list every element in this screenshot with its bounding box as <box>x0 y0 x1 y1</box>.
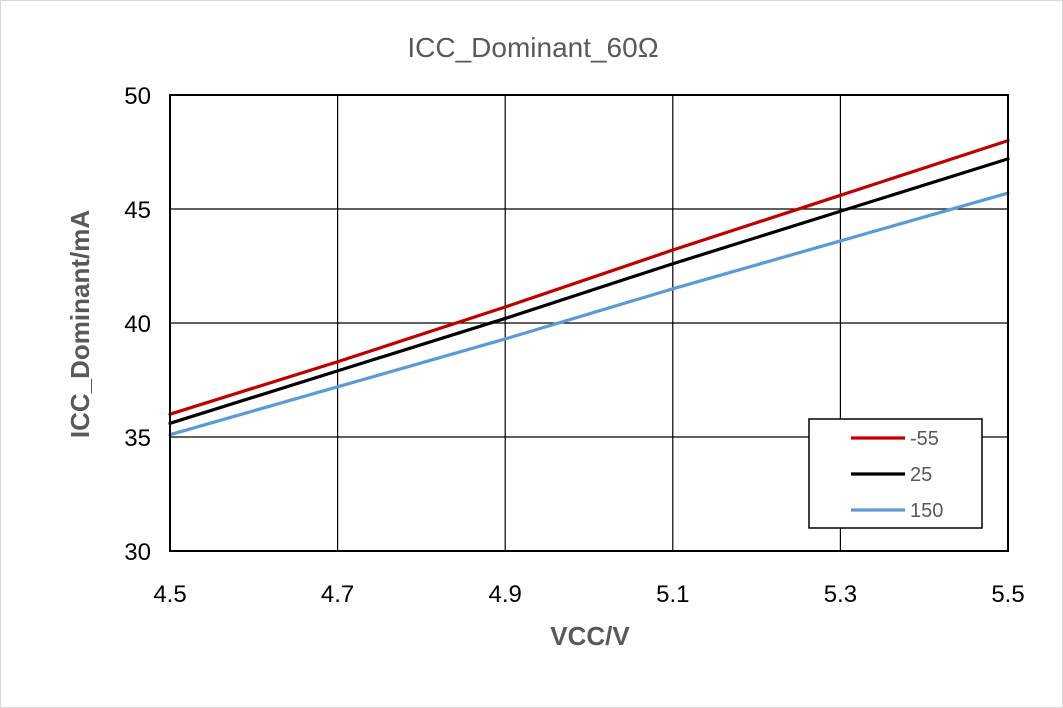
data-point <box>838 193 843 197</box>
data-point <box>838 209 843 213</box>
legend-label: -55 <box>910 428 939 450</box>
y-tick-labels: 30 35 40 45 50 <box>124 83 151 566</box>
series-lines <box>168 139 1010 437</box>
y-tick-label: 30 <box>124 539 151 566</box>
series-line--55 <box>169 139 1009 416</box>
series-line-150 <box>169 191 1009 437</box>
x-axis-label: VCC/V <box>550 621 630 651</box>
data-point <box>671 262 675 266</box>
plot-area-border <box>169 94 1009 552</box>
legend-label: 25 <box>910 464 932 486</box>
data-point <box>838 239 843 243</box>
legend-label: 150 <box>910 500 943 522</box>
series-line-25 <box>169 157 1009 425</box>
y-axis-label: ICC_Dominant/mA <box>65 210 95 438</box>
data-point <box>671 248 675 252</box>
chart-title: ICC_Dominant_60Ω <box>407 32 658 63</box>
x-tick-label: 5.5 <box>991 581 1024 608</box>
y-tick-label: 40 <box>124 311 151 338</box>
data-point <box>503 316 507 321</box>
data-point <box>336 360 340 364</box>
y-tick-label: 50 <box>124 83 151 110</box>
x-tick-label: 4.7 <box>321 581 354 608</box>
x-tick-label: 4.9 <box>489 581 522 608</box>
x-tick-labels: 4.5 4.7 4.9 5.1 5.3 5.5 <box>153 581 1024 608</box>
data-point <box>336 369 340 373</box>
data-point <box>336 385 340 389</box>
legend: -55 25 150 <box>808 418 983 529</box>
data-point <box>671 287 675 291</box>
x-tick-label: 5.1 <box>656 581 689 608</box>
y-tick-label: 35 <box>124 425 151 452</box>
x-tick-label: 4.5 <box>153 581 186 608</box>
data-point <box>503 305 507 309</box>
data-point <box>503 337 507 341</box>
y-tick-label: 45 <box>124 197 151 224</box>
x-tick-label: 5.3 <box>824 581 857 608</box>
